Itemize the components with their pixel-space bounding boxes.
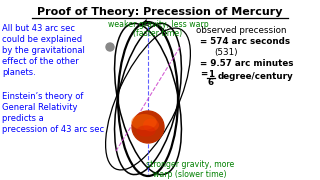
Text: precession of 43 arc sec: precession of 43 arc sec (2, 125, 104, 134)
Text: weaker gravity, less warp: weaker gravity, less warp (108, 20, 208, 29)
Text: 6: 6 (208, 78, 214, 87)
Ellipse shape (131, 114, 157, 130)
Text: planets.: planets. (2, 68, 36, 77)
Ellipse shape (136, 125, 156, 137)
Text: = 574 arc seconds: = 574 arc seconds (200, 37, 290, 46)
Text: Einstein’s theory of: Einstein’s theory of (2, 92, 84, 101)
Text: stronger gravity, more: stronger gravity, more (146, 160, 234, 169)
Text: 1: 1 (208, 70, 214, 79)
Text: warp (slower time): warp (slower time) (153, 170, 227, 179)
Text: effect of the other: effect of the other (2, 57, 79, 66)
Circle shape (132, 111, 164, 143)
Text: could be explained: could be explained (2, 35, 82, 44)
Text: All but 43 arc sec: All but 43 arc sec (2, 24, 75, 33)
Text: degree/century: degree/century (218, 72, 294, 81)
Text: (faster time): (faster time) (133, 29, 183, 38)
Text: observed precession: observed precession (196, 26, 286, 35)
Text: =: = (200, 70, 207, 79)
Ellipse shape (143, 119, 159, 131)
Text: predicts a: predicts a (2, 114, 44, 123)
Text: Proof of Theory: Precession of Mercury: Proof of Theory: Precession of Mercury (37, 7, 283, 17)
Text: by the gravitational: by the gravitational (2, 46, 85, 55)
Text: (531): (531) (214, 48, 238, 57)
Circle shape (106, 43, 114, 51)
Text: General Relativity: General Relativity (2, 103, 77, 112)
Text: = 9.57 arc minutes: = 9.57 arc minutes (200, 59, 293, 68)
